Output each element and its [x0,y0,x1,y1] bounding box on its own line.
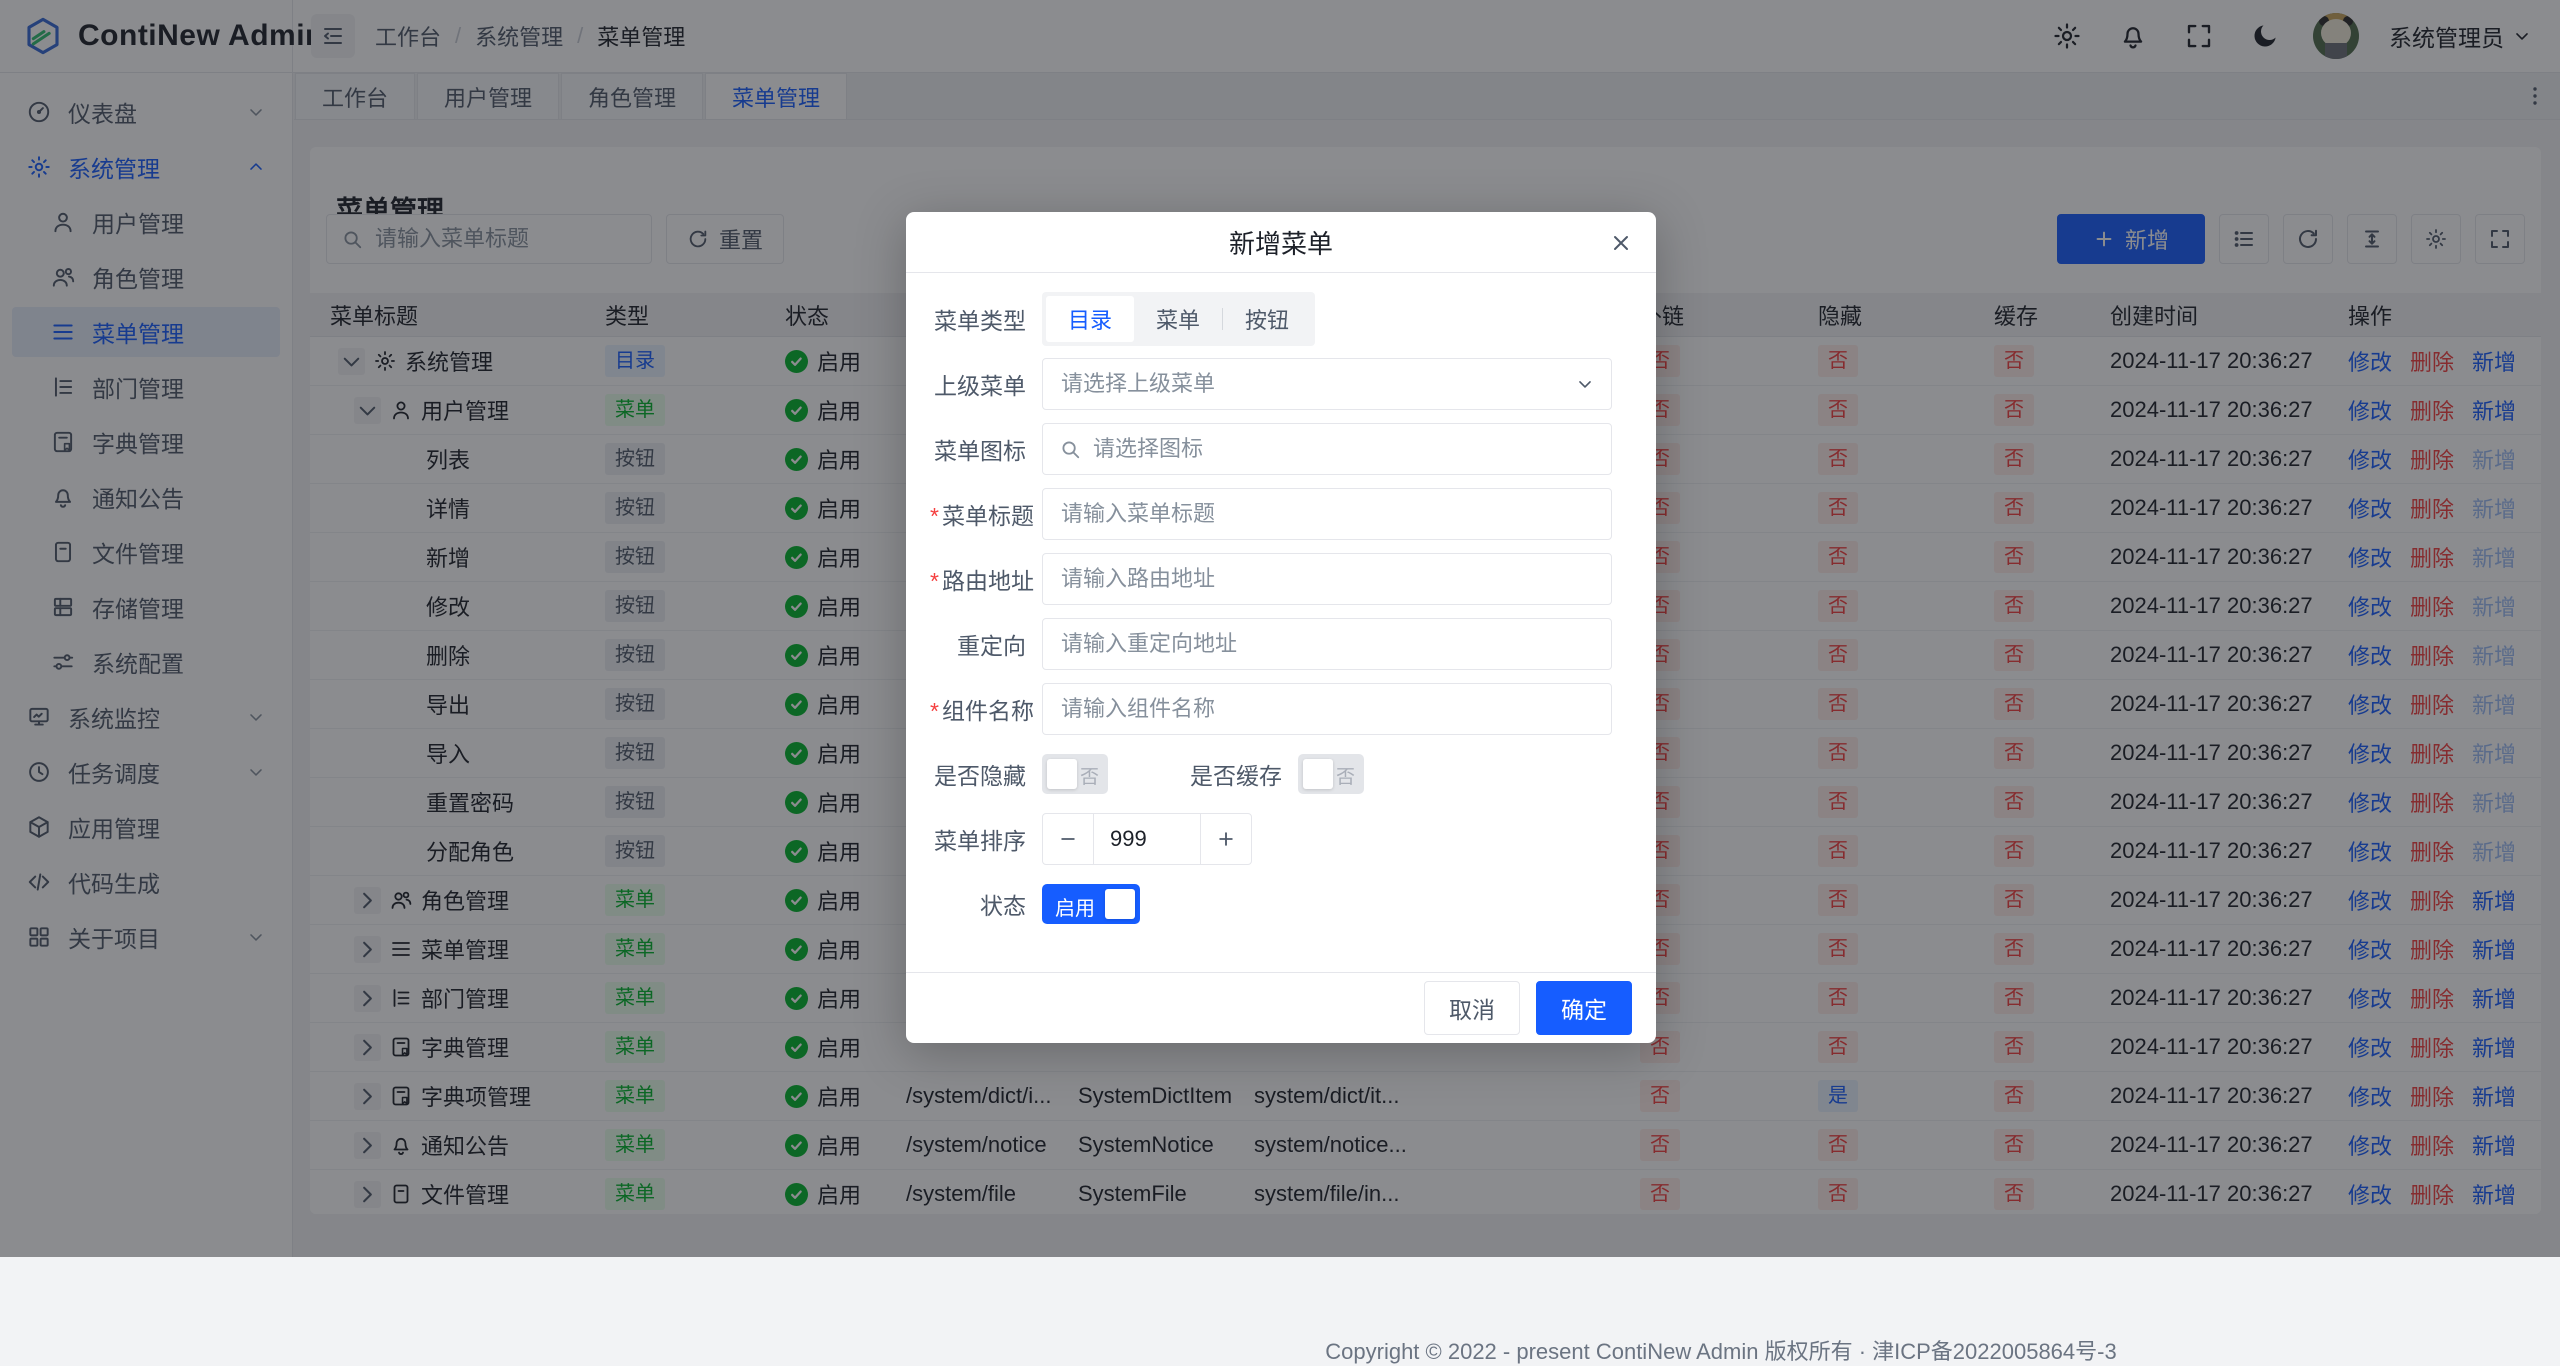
field-label-required: 路由地址 [930,562,1034,596]
field-switches: 是否隐藏 否 是否缓存 否 [930,748,1632,800]
field-label: 菜单类型 [934,308,1026,334]
component-name-input[interactable] [1059,695,1595,723]
route-path-input[interactable] [1059,565,1595,593]
field-menu-icon: 菜单图标 [930,423,1632,475]
field-status: 状态 启用 [930,878,1632,930]
switch-text: 否 [1335,767,1355,788]
field-menu-title: 菜单标题 [930,488,1632,540]
field-label: 重定向 [957,633,1026,659]
cancel-button[interactable]: 取消 [1424,981,1520,1035]
menu-type-option-directory[interactable]: 目录 [1046,296,1135,342]
field-menu-type: 菜单类型 目录 菜单 按钮 [930,292,1632,346]
switch-knob [1303,759,1333,789]
cache-switch[interactable]: 否 [1298,754,1364,794]
minus-button[interactable] [1043,814,1094,864]
sort-stepper [1042,813,1252,865]
menu-type-option-menu[interactable]: 菜单 [1156,308,1201,333]
field-label-required: 组件名称 [930,692,1034,726]
plus-button[interactable] [1200,814,1251,864]
chevron-down-icon [1575,374,1595,394]
parent-menu-input[interactable] [1059,370,1565,398]
field-route-path: 路由地址 [930,553,1632,605]
menu-icon-picker[interactable] [1042,423,1612,475]
field-label: 菜单排序 [934,828,1026,854]
segment-divider [1222,308,1224,330]
switch-knob [1105,889,1135,919]
search-icon [1059,438,1081,460]
sort-value-input[interactable] [1094,814,1200,864]
redirect-input[interactable] [1059,630,1595,658]
field-label-required: 菜单标题 [930,497,1034,531]
hidden-switch[interactable]: 否 [1042,754,1108,794]
field-menu-sort: 菜单排序 [930,813,1632,865]
field-label: 是否隐藏 [934,763,1026,789]
field-label: 是否缓存 [1190,763,1282,789]
add-menu-modal: 新增菜单 菜单类型 目录 菜单 按钮 上级菜单 菜单图标 [906,212,1656,1043]
field-parent-menu: 上级菜单 [930,358,1632,410]
field-label: 状态 [980,893,1026,919]
field-redirect: 重定向 [930,618,1632,670]
menu-type-option-button[interactable]: 按钮 [1245,308,1290,333]
close-icon[interactable] [1608,230,1634,256]
field-label: 上级菜单 [934,373,1026,399]
field-label: 菜单图标 [934,438,1026,464]
switch-text: 启用 [1055,898,1095,920]
modal-header: 新增菜单 [906,212,1656,273]
switch-knob [1047,759,1077,789]
menu-icon-input[interactable] [1091,435,1595,463]
switch-text: 否 [1079,767,1099,788]
confirm-button[interactable]: 确定 [1536,981,1632,1035]
modal-title: 新增菜单 [1228,228,1333,259]
menu-title-input[interactable] [1059,500,1595,528]
modal-footer: 取消 确定 [906,972,1656,1043]
copyright: Copyright © 2022 - present ContiNew Admi… [1325,1339,2117,1364]
field-component-name: 组件名称 [930,683,1632,735]
menu-type-segmented: 目录 菜单 按钮 [1042,292,1316,346]
parent-menu-select[interactable] [1042,358,1612,410]
status-switch[interactable]: 启用 [1042,884,1140,924]
